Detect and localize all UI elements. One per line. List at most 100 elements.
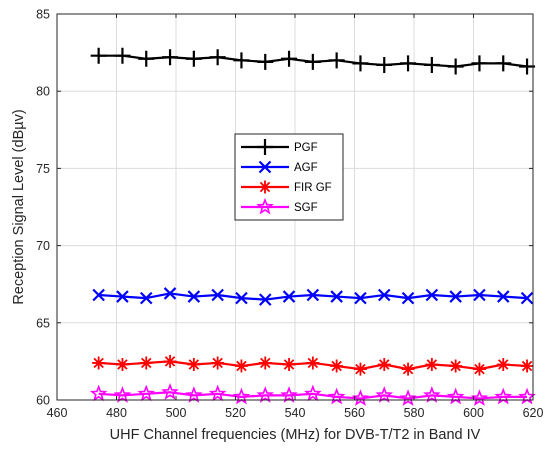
y-axis-label: Reception Signal Level (dBµv): [11, 109, 27, 304]
data-point-fir-gf: [139, 356, 153, 370]
data-point-pgf: [114, 47, 131, 64]
data-point-agf: [235, 291, 248, 305]
legend-marker-pgf: [257, 139, 273, 155]
tick-labels: 460 480 500 520 540 560 580 600 620 60 65 70 75 80 85: [36, 8, 543, 421]
legend-label-fir-gf: FIR GF: [294, 182, 332, 194]
y-tick-label: 80: [36, 85, 50, 99]
legend-box: [234, 133, 344, 221]
x-tick-label: 500: [166, 406, 187, 420]
legend-item-agf: AGF: [241, 160, 318, 174]
data-point-pgf: [90, 47, 107, 64]
data-point-agf: [401, 291, 415, 305]
series-layer: [89, 47, 536, 406]
legend-label-agf: AGF: [294, 162, 318, 174]
data-point-pgf: [257, 53, 274, 70]
data-point-agf: [282, 290, 296, 303]
data-point-sgf: [351, 389, 370, 406]
data-point-sgf: [399, 389, 417, 406]
data-point-sgf: [256, 386, 275, 403]
x-tick-label: 560: [344, 406, 365, 420]
data-point-sgf: [423, 386, 441, 403]
data-point-agf: [520, 291, 534, 305]
data-point-agf: [187, 290, 201, 303]
data-point-agf: [211, 288, 224, 302]
data-point-sgf: [470, 389, 489, 406]
data-point-fir-gf: [115, 357, 129, 371]
data-point-pgf: [400, 55, 417, 72]
data-point-agf: [473, 288, 486, 302]
data-point-pgf: [376, 56, 393, 73]
data-point-fir-gf: [449, 359, 463, 373]
x-tick-label: 540: [285, 406, 306, 420]
data-point-fir-gf: [258, 356, 272, 370]
data-point-fir-gf: [472, 362, 486, 376]
data-point-fir-gf: [425, 357, 439, 371]
data-point-agf: [163, 287, 177, 300]
y-tick-label: 75: [36, 162, 50, 176]
data-point-sgf: [161, 383, 179, 400]
data-point-pgf: [328, 52, 345, 69]
data-point-pgf: [162, 49, 179, 66]
data-point-agf: [354, 291, 367, 305]
data-point-pgf: [209, 49, 226, 66]
data-point-fir-gf: [163, 354, 177, 368]
x-tick-label: 520: [225, 406, 246, 420]
data-point-sgf: [137, 384, 156, 402]
legend-marker-fir-gf: [258, 180, 272, 194]
x-axis-label: UHF Channel frequencies (MHz) for DVB-T/…: [110, 427, 481, 443]
legend: PGF AGF FIR GF SGF: [234, 133, 344, 221]
data-point-pgf: [519, 58, 536, 75]
data-point-fir-gf: [234, 359, 248, 373]
data-point-agf: [449, 290, 462, 303]
y-tick-label: 85: [36, 8, 50, 22]
data-point-pgf: [423, 56, 440, 73]
series-sgf: [89, 383, 536, 406]
data-point-fir-gf: [282, 357, 296, 371]
data-point-pgf: [281, 50, 298, 67]
data-point-agf: [139, 291, 153, 305]
data-point-fir-gf: [401, 362, 415, 376]
data-point-agf: [306, 288, 320, 302]
data-point-sgf: [304, 384, 322, 402]
series-line-sgf: [98, 391, 528, 400]
y-tick-label: 65: [36, 316, 50, 330]
series-fir-gf: [92, 354, 534, 376]
data-point-pgf: [495, 55, 512, 72]
x-tick-label: 580: [404, 406, 425, 420]
data-point-fir-gf: [306, 356, 320, 370]
data-point-agf: [496, 290, 510, 303]
data-point-agf: [92, 288, 105, 302]
x-tick-label: 620: [523, 406, 544, 420]
data-point-pgf: [304, 53, 321, 70]
data-point-pgf: [352, 55, 369, 72]
data-point-fir-gf: [377, 357, 391, 371]
grid-lines: [56, 13, 534, 401]
y-tick-label: 70: [36, 239, 50, 253]
legend-marker-agf: [258, 160, 272, 174]
x-tick-label: 600: [463, 406, 484, 420]
y-tick-label: 60: [36, 394, 50, 408]
data-point-sgf: [280, 386, 298, 403]
series-agf: [92, 287, 534, 306]
series-pgf: [90, 47, 536, 75]
data-point-sgf: [185, 386, 203, 403]
data-point-fir-gf: [353, 362, 367, 376]
data-point-agf: [116, 290, 129, 303]
data-point-agf: [330, 290, 343, 303]
data-point-pgf: [138, 50, 155, 67]
legend-item-pgf: PGF: [241, 139, 318, 155]
data-point-fir-gf: [496, 357, 510, 371]
x-tick-label: 460: [47, 406, 68, 420]
data-point-fir-gf: [187, 357, 201, 371]
data-point-agf: [377, 288, 391, 302]
legend-label-sgf: SGF: [294, 202, 318, 214]
data-point-pgf: [185, 50, 202, 67]
data-point-fir-gf: [520, 359, 534, 373]
data-point-pgf: [471, 55, 488, 72]
data-point-sgf: [375, 386, 394, 403]
legend-marker-sgf: [256, 197, 274, 215]
data-point-pgf: [447, 58, 464, 75]
legend-item-sgf: SGF: [241, 197, 318, 215]
